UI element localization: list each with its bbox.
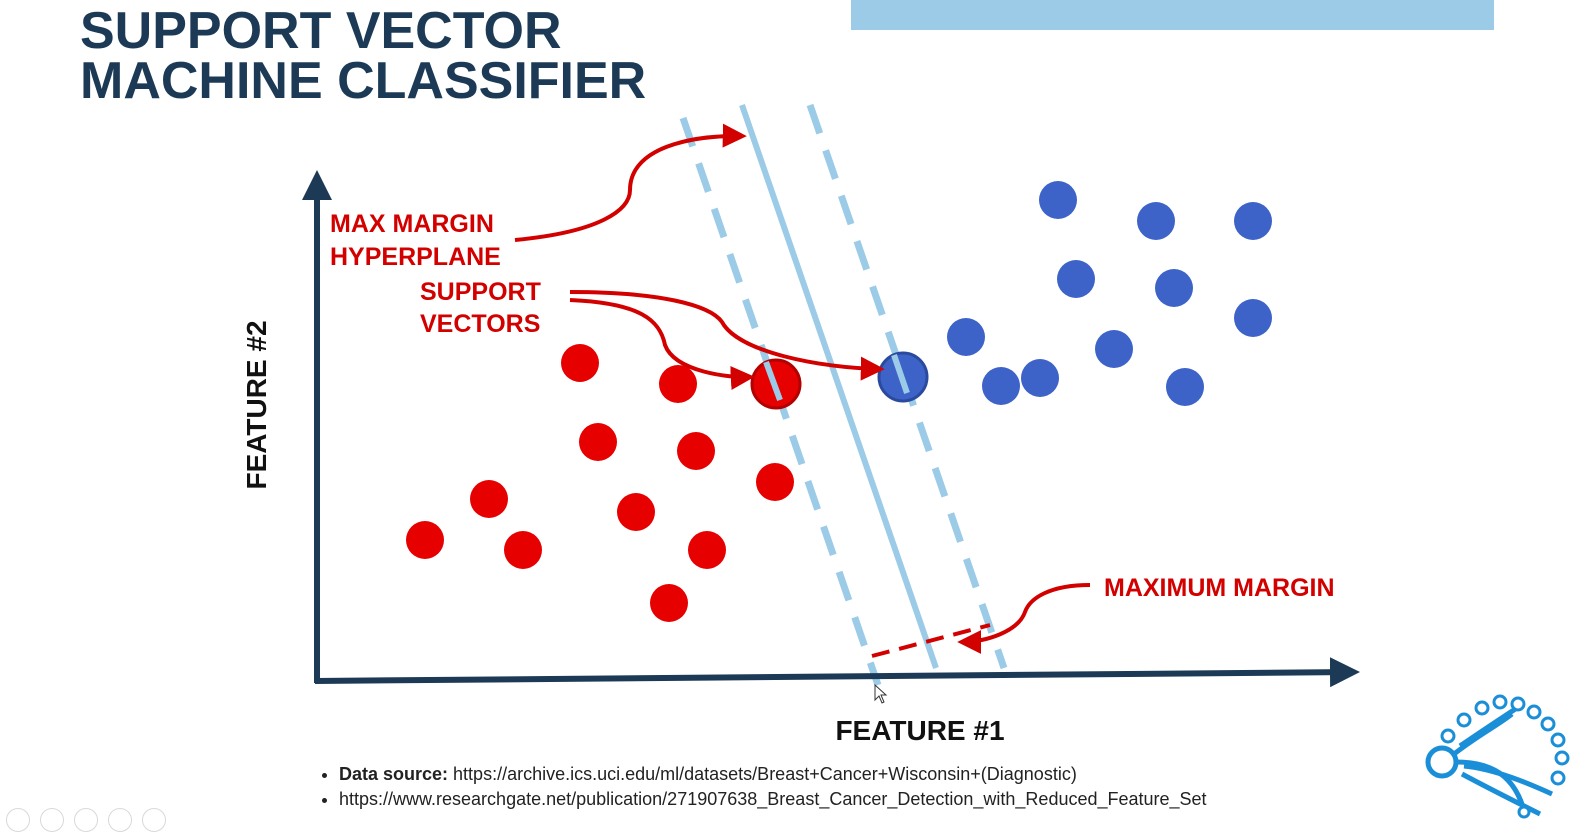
data-point (561, 344, 599, 382)
data-point (579, 423, 617, 461)
player-control-icon[interactable] (108, 808, 132, 832)
margin-line-right-overlay (891, 354, 910, 394)
hyperplane-arrow (514, 123, 747, 242)
data-point (1095, 330, 1133, 368)
data-point (504, 531, 542, 569)
class-b-points (877, 181, 1272, 406)
data-point (1234, 299, 1272, 337)
data-point (982, 367, 1020, 405)
data-point (1137, 202, 1175, 240)
data-point (947, 318, 985, 356)
x-axis-label: FEATURE #1 (835, 715, 1004, 746)
margin-width-indicator (871, 623, 991, 658)
data-point (688, 531, 726, 569)
player-control-icon[interactable] (74, 808, 98, 832)
annotation-hyperplane-line-2: HYPERPLANE (330, 243, 501, 271)
annotation-hyperplane-line-1: MAX MARGIN (330, 210, 494, 238)
slide-title: SUPPORT VECTOR MACHINE CLASSIFIER (80, 2, 647, 110)
annotation-support-line-1: SUPPORT (420, 278, 541, 306)
annotation-support-line-2: VECTORS (420, 310, 540, 338)
player-controls (0, 808, 200, 832)
data-point (406, 521, 444, 559)
data-point (1057, 260, 1095, 298)
player-control-icon[interactable] (142, 808, 166, 832)
player-control-icon[interactable] (6, 808, 30, 832)
support-vector-arrow-a (569, 298, 755, 390)
annotation-maximum-margin: MAXIMUM MARGIN (1104, 574, 1335, 602)
source-item-1: Data source: https://archive.ics.uci.edu… (339, 762, 1207, 787)
data-point (617, 493, 655, 531)
source-list: Data source: https://archive.ics.uci.edu… (317, 762, 1207, 812)
data-point (1039, 181, 1077, 219)
hyperplane-line (739, 104, 939, 669)
data-point (756, 463, 794, 501)
player-control-icon[interactable] (40, 808, 64, 832)
source-item-1-url[interactable]: https://archive.ics.uci.edu/ml/datasets/… (448, 764, 1077, 784)
maximum-margin-arrow (957, 583, 1091, 654)
slide-title-line-1: SUPPORT VECTOR (80, 2, 562, 60)
y-axis-label: FEATURE #2 (241, 320, 272, 489)
data-point (1166, 368, 1204, 406)
data-point (1021, 359, 1059, 397)
mouse-cursor-icon (874, 683, 888, 704)
data-point (1234, 202, 1272, 240)
data-point (650, 584, 688, 622)
source-item-2-url[interactable]: https://www.researchgate.net/publication… (339, 789, 1207, 809)
x-axis (314, 657, 1360, 688)
data-point (659, 365, 697, 403)
class-a-points (406, 344, 802, 622)
data-point (677, 432, 715, 470)
source-item-1-label: Data source: (339, 764, 449, 784)
data-point (470, 480, 508, 518)
source-item-2: https://www.researchgate.net/publication… (339, 787, 1207, 812)
support-vector-arrow-b (569, 290, 885, 381)
slide-title-line-2: MACHINE CLASSIFIER (80, 52, 647, 110)
data-point (1155, 269, 1193, 307)
neural-tree-logo-icon (1425, 694, 1570, 819)
margin-line-left-overlay (763, 360, 783, 402)
header-accent-bar (851, 0, 1494, 30)
